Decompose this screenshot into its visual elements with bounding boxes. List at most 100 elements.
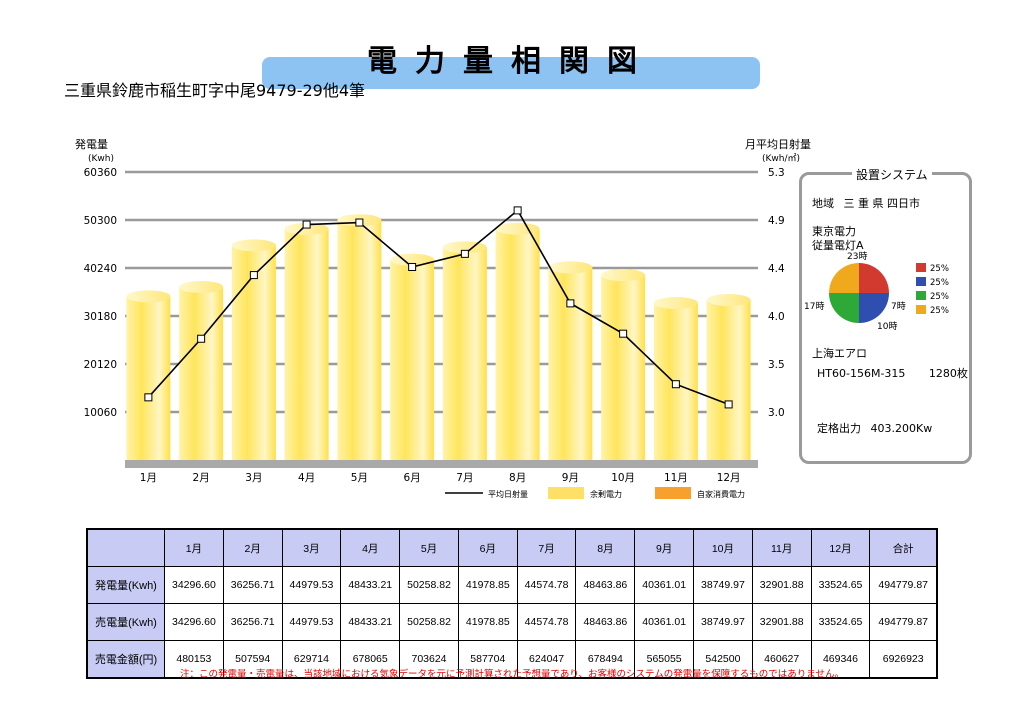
- irradiance-line: [147, 209, 729, 406]
- x-tick-label: 7月: [456, 472, 473, 484]
- table-column-header: 11月: [751, 528, 812, 567]
- pie-label-right: 7時: [891, 301, 906, 312]
- utility-name: 東京電力: [812, 225, 856, 238]
- table-cell: 41978.85: [457, 566, 518, 604]
- table-cell: 678494: [575, 640, 636, 679]
- pie-legend-label: 25%: [930, 292, 949, 302]
- table-cell: 40361.01: [634, 603, 695, 641]
- table-column-header: 5月: [399, 528, 459, 567]
- bar: [179, 287, 224, 460]
- right-tick-label: 3.5: [768, 359, 785, 371]
- chart-floor: [125, 460, 758, 468]
- table-cell: 38749.97: [693, 603, 753, 641]
- table-column-header: 1月: [164, 528, 224, 567]
- bar-cap: [601, 269, 646, 282]
- table-column-header: 12月: [810, 528, 871, 567]
- table-cell: 565055: [634, 640, 695, 679]
- system-header: 設置システム: [852, 166, 932, 183]
- bar-cap: [548, 261, 593, 274]
- bar-cap: [231, 239, 276, 252]
- irradiance-point: [724, 400, 733, 409]
- region-label: 地域: [812, 197, 834, 210]
- site-address: 三重県鈴鹿市稲生町字中尾9479-29他4筆: [64, 81, 366, 100]
- title-banner: [262, 57, 760, 89]
- x-tick-label: 6月: [404, 472, 421, 484]
- pie-slice: [859, 263, 889, 293]
- pie-slice: [859, 293, 889, 323]
- table-cell: 44574.78: [516, 566, 577, 604]
- pie-legend-label: 25%: [930, 306, 949, 316]
- irradiance-point: [249, 271, 258, 280]
- irradiance-point: [460, 249, 469, 258]
- table-cell: 44574.78: [516, 603, 577, 641]
- irradiance-point: [566, 299, 575, 308]
- bar: [126, 296, 171, 460]
- irradiance-point: [619, 329, 628, 338]
- legend-label: 自家消費電力: [697, 489, 745, 499]
- bar: [495, 228, 540, 460]
- table-cell: 703624: [399, 640, 459, 679]
- table-header-row: 1月 2月 3月 4月 5月 6月 7月 8月 9月 10月 11月 12月 合計: [86, 528, 938, 567]
- region-value: 三 重 県 四日市: [843, 197, 921, 210]
- left-tick-label: 50300: [84, 215, 117, 227]
- utility-plan: 従量電灯A: [812, 239, 864, 252]
- table-cell: 33524.65: [810, 566, 871, 604]
- table-cell: 36256.71: [222, 566, 283, 604]
- pie-label-left: 17時: [804, 301, 824, 312]
- left-tick-label: 20120: [84, 359, 117, 371]
- irradiance-point: [355, 218, 364, 227]
- disclaimer-note: 注：この発電量・売電量は、当該地域における気象データを元に予測計算された予想量で…: [180, 669, 844, 680]
- table-cell: 469346: [810, 640, 871, 679]
- right-axis-label: 月平均日射量: [745, 137, 811, 151]
- x-tick-label: 4月: [298, 472, 315, 484]
- irradiance-point: [513, 206, 522, 215]
- panel-maker: 上海エアロ: [812, 347, 867, 360]
- bar-cap: [179, 281, 224, 294]
- right-tick-label: 3.0: [768, 407, 785, 419]
- bar: [706, 300, 751, 460]
- table-column-header: 10月: [693, 528, 753, 567]
- bar: [231, 245, 276, 460]
- bar: [601, 275, 646, 460]
- x-tick-label: 3月: [245, 472, 262, 484]
- table-row: 発電量(Kwh) 34296.60 36256.71 44979.53 48433.21…: [86, 566, 938, 604]
- table-column-header: 4月: [340, 528, 401, 567]
- table-corner: [86, 528, 165, 567]
- pie-legend-swatch: [916, 305, 926, 314]
- table-cell: 44979.53: [281, 603, 342, 641]
- table-cell: 32901.88: [751, 603, 812, 641]
- table-cell: 494779.87: [869, 603, 938, 641]
- table-row: 売電金額(円) 480153 507594 629714 678065 703624 587…: [86, 640, 938, 679]
- pie-label-bottom: 10時: [877, 321, 897, 332]
- x-tick-label: 11月: [664, 472, 688, 484]
- right-tick-label: 4.0: [768, 311, 785, 323]
- table-row-label: 発電量(Kwh): [86, 566, 165, 604]
- legend-label: 余剰電力: [590, 489, 622, 499]
- pie-slice: [829, 263, 859, 293]
- monthly-data-table: 1月 2月 3月 4月 5月 6月 7月 8月 9月 10月 11月 12月 合計 発電量(Kwh) 34…: [86, 528, 938, 679]
- table-cell: 40361.01: [634, 566, 695, 604]
- table-cell: 542500: [693, 640, 753, 679]
- left-axis-unit: (Kwh): [88, 154, 114, 164]
- left-tick-label: 30180: [84, 311, 117, 323]
- table-cell: 38749.97: [693, 566, 753, 604]
- x-tick-label: 10月: [611, 472, 635, 484]
- panel-count: 1280枚: [928, 367, 968, 380]
- table-cell: 678065: [340, 640, 401, 679]
- table-cell: 50258.82: [399, 566, 459, 604]
- bar: [337, 220, 382, 460]
- rated-label: 定格出力: [817, 422, 861, 435]
- table-column-header: 8月: [575, 528, 636, 567]
- bar: [548, 267, 593, 460]
- x-tick-label: 12月: [717, 472, 741, 484]
- pie-legend-label: 25%: [930, 278, 949, 288]
- left-tick-label: 40240: [84, 263, 117, 275]
- pie-legend-swatch: [916, 291, 926, 300]
- x-tick-label: 2月: [193, 472, 210, 484]
- pie-legend-swatch: [916, 263, 926, 272]
- table-column-header: 6月: [457, 528, 518, 567]
- tariff-pie-chart: 25% 25% 25% 25% 23時 17時 7時 10時: [804, 251, 949, 332]
- table-cell: 48433.21: [340, 603, 401, 641]
- bar: [284, 228, 329, 460]
- table-cell: 32901.88: [751, 566, 812, 604]
